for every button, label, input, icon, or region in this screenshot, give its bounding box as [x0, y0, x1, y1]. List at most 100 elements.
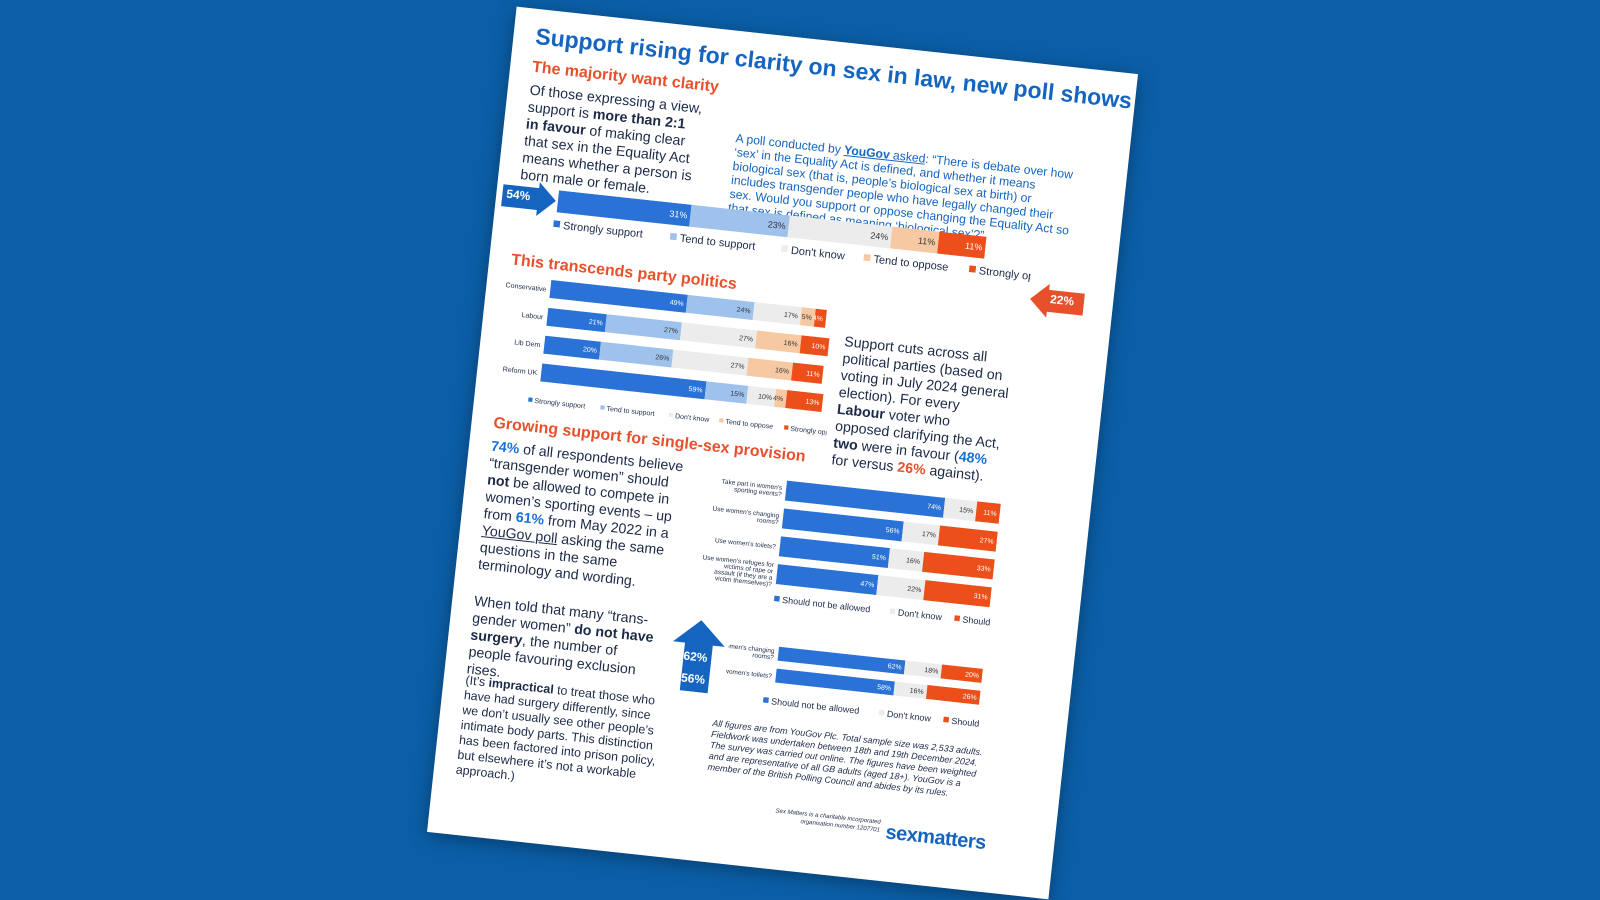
legend-swatch-don-t-know [668, 412, 674, 418]
data-label-should-not-be-allowed-use-women-s-toilets: 58% [877, 684, 892, 692]
s3-p1-e: 61% [514, 509, 545, 529]
category-label-use-women-s-toilets: Use women's toilets? [722, 667, 773, 681]
bar-don-t-know-lib-dem [671, 349, 749, 376]
legend-swatch-strongly-oppose [783, 425, 789, 430]
legend-swatch-should-not-be-allowed [773, 595, 780, 602]
bar-tend-to-oppose-lib-dem [746, 357, 794, 381]
charity-note: Sex Matters is a charitable incorporated… [775, 808, 881, 834]
legend-label-strongly-oppose: Strongly oppose [978, 265, 1034, 286]
data-label-tend-to-oppose-all: 11% [918, 236, 936, 248]
data-label-don-t-know-labour: 27% [739, 335, 754, 343]
data-label-tend-to-support-labour: 27% [664, 327, 679, 335]
data-label-strongly-support-reform-uk: 59% [688, 386, 703, 394]
bar-should-be-allowed-use-women-s-changing-rooms [940, 664, 983, 683]
chart-overall: 31% 23% 24% 11% 11% Strongly support Tend to s… [553, 190, 1034, 286]
legend-label-should-be-allowed: Should be allowed [951, 716, 988, 734]
category-label-lib-dem: Lib Dem [514, 339, 541, 349]
legend-label-don-t-know: Don't know [897, 607, 943, 622]
legend-label-tend-to-support: Tend to support [679, 233, 756, 253]
arrow-54-icon [501, 182, 556, 217]
bar-strongly-support-lib-dem [543, 335, 601, 360]
data-label-should-not-be-allowed-use-women-s-changing-rooms: 56% [885, 527, 900, 535]
badge-62: 62% [682, 648, 709, 666]
bar-don-t-know-labour [679, 322, 758, 349]
legend-label-don-t-know: Don't know [886, 709, 932, 724]
bar-strongly-oppose-all [937, 231, 987, 259]
sexmatters-logo: sexmatters [884, 821, 987, 855]
bar-should-not-be-allowed-use-women-s-toilets [775, 668, 895, 696]
section2-text-h: 26% [896, 459, 927, 479]
data-label-tend-to-support-all: 23% [767, 219, 786, 231]
data-label-don-t-know-reform-uk: 10% [758, 394, 773, 402]
data-label-strongly-oppose-lib-dem: 11% [806, 371, 820, 379]
data-label-tend-to-support-conservative: 24% [736, 307, 751, 315]
bar-tend-to-oppose-all [890, 226, 940, 254]
section2-text-a: Support cuts across all political partie… [837, 334, 1010, 414]
bar-don-t-know-use-women-s-changing-rooms [903, 660, 943, 679]
legend-label-don-t-know: Don't know [790, 245, 845, 263]
legend-label-don-t-know: Don't know [675, 413, 711, 424]
data-label-should-be-allowed-use-women-s-toilets: 33% [976, 565, 991, 573]
legend-swatch-strongly-support [553, 220, 561, 228]
category-label-reform-uk: Reform UK [502, 366, 537, 377]
s3-p3-c: to treat those who have had surgery diff… [455, 682, 657, 783]
bar-should-not-be-allowed-take-part-in-women-s-sporting-events [784, 480, 946, 518]
legend-label-strongly-support: Strongly support [562, 220, 643, 241]
legend-swatch-should-not-be-allowed [762, 697, 769, 704]
bar-tend-to-oppose-labour [755, 330, 802, 354]
data-label-should-be-allowed-use-women-s-changing-rooms: 20% [965, 671, 980, 679]
arrow-22-icon [1030, 283, 1085, 318]
bar-don-t-know-use-women-s-toilets [887, 548, 925, 572]
data-label-should-be-allowed-use-women-s-toilets: 26% [962, 693, 977, 701]
data-label-strongly-support-lib-dem: 20% [583, 346, 598, 354]
bar-should-be-allowed-use-women-s-refuges-for-victims-of-rape-or-assault-if-they-are-a-victim-themselves [923, 580, 992, 608]
data-label-strongly-oppose-all: 11% [965, 241, 983, 253]
bar-strongly-oppose-labour [799, 335, 830, 357]
data-label-don-t-know-take-part-in-women-s-sporting-events: 15% [959, 507, 974, 515]
badge-22: 22% [1049, 292, 1075, 309]
bar-should-not-be-allowed-use-women-s-changing-rooms [781, 508, 904, 542]
data-label-should-not-be-allowed-use-women-s-toilets: 51% [872, 554, 887, 562]
legend-swatch-strongly-support [528, 397, 533, 402]
bar-tend-to-support-labour [604, 314, 682, 341]
bar-tend-to-support-all [689, 204, 790, 238]
category-label-conservative: Conservative [505, 282, 546, 293]
data-label-should-be-allowed-take-part-in-women-s-sporting-events: 11% [983, 509, 997, 517]
bar-don-t-know-all [787, 215, 893, 249]
legend-label-strongly-support: Strongly support [534, 398, 585, 410]
legend-label-should-not-be-allowed: Should not be allowed [771, 696, 860, 716]
legend-label-strongly-oppose: Strongly oppose [790, 426, 840, 438]
category-label-use-women-s-toilets: Use women's toilets? [715, 537, 777, 551]
s3-p1-a: 74% [490, 438, 521, 458]
bar-should-be-allowed-take-part-in-women-s-sporting-events [975, 501, 1001, 524]
bar-should-be-allowed-use-women-s-toilets [922, 551, 995, 580]
data-label-don-t-know-all: 24% [870, 230, 889, 242]
data-label-tend-to-oppose-conservative: 5% [801, 314, 812, 322]
bar-don-t-know-use-women-s-toilets [893, 681, 928, 699]
bar-don-t-know-use-women-s-changing-rooms [901, 521, 941, 546]
data-label-strongly-support-all: 31% [669, 209, 688, 221]
legend-swatch-don-t-know [780, 244, 789, 253]
data-label-tend-to-support-reform-uk: 15% [730, 390, 745, 398]
bar-don-t-know-take-part-in-women-s-sporting-events [943, 497, 978, 522]
badge-56: 56% [680, 670, 706, 687]
arrow-up-icon [673, 620, 725, 694]
category-label-use-women-s-changing-rooms: rooms? [757, 517, 780, 526]
data-label-don-t-know-use-women-s-changing-rooms: 17% [922, 531, 937, 539]
section2-text: Support cuts across all political partie… [831, 334, 1015, 488]
data-label-don-t-know-use-women-s-toilets: 16% [909, 688, 924, 696]
s3-p1-c: not [486, 472, 511, 491]
bar-should-be-allowed-use-women-s-changing-rooms [937, 525, 998, 552]
data-label-should-not-be-allowed-take-part-in-women-s-sporting-events: 74% [927, 503, 942, 511]
category-label-use-women-s-changing-rooms: rooms? [752, 652, 775, 661]
category-label-labour: Labour [521, 312, 544, 321]
bar-strongly-support-conservative [549, 280, 688, 313]
bar-tend-to-oppose-reform-uk [774, 388, 788, 409]
legend-label-tend-to-support: Tend to support [606, 406, 655, 418]
bar-should-not-be-allowed-use-women-s-toilets [778, 536, 891, 569]
bar-should-be-allowed-use-women-s-toilets [925, 685, 981, 705]
data-label-tend-to-oppose-labour: 16% [783, 340, 798, 348]
